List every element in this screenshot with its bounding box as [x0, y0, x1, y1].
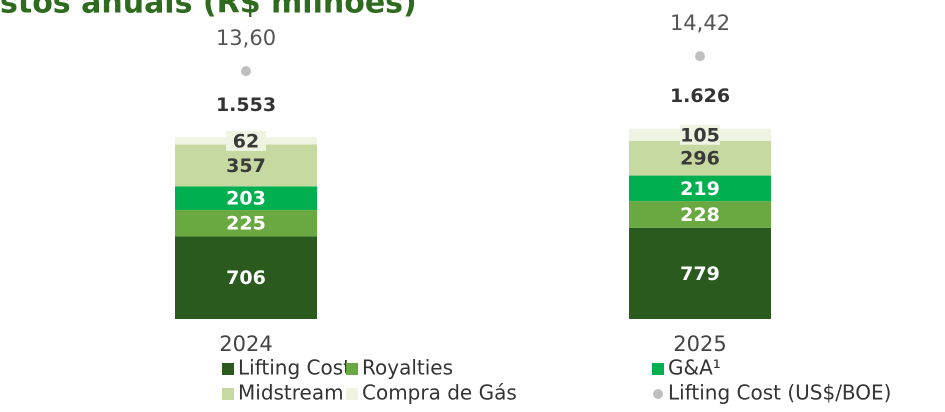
dot-label: 14,42	[670, 11, 730, 35]
segment-label: 357	[226, 155, 266, 177]
dot	[695, 51, 705, 62]
segment-label: 779	[680, 263, 720, 285]
segment-label: 203	[226, 188, 266, 210]
legend-label: G&A¹	[668, 356, 721, 380]
bar-segment	[175, 210, 317, 237]
segment-label: 62	[233, 130, 259, 152]
bar-segment	[175, 236, 317, 319]
bar-segment	[629, 175, 771, 202]
legend-swatch	[652, 363, 664, 375]
chart-title: stos anuais (R$ milhões)	[0, 0, 417, 21]
x-tick-label: 2025	[673, 332, 726, 356]
bar-segment	[629, 201, 771, 228]
legend-label: Compra de Gás	[362, 381, 517, 405]
bar-segment	[629, 227, 771, 319]
label-background	[680, 124, 720, 145]
segment-label: 219	[680, 178, 720, 200]
legend-label: Royalties	[362, 356, 453, 380]
segment-label: 296	[680, 148, 720, 170]
legend-label: Midstream	[238, 381, 344, 405]
segment-label: 105	[680, 124, 720, 146]
legend-swatch	[346, 388, 358, 400]
total-label: 1.626	[670, 85, 730, 107]
label-background	[226, 130, 266, 151]
legend-swatch	[222, 363, 234, 375]
legend-label: Lifting Cost	[238, 356, 351, 380]
segment-label: 225	[226, 213, 266, 235]
segment-label: 228	[680, 204, 720, 226]
dot-label: 13,60	[216, 26, 276, 50]
legend-label: Lifting Cost (US$/BOE)	[668, 381, 892, 405]
bar-segment	[175, 144, 317, 187]
bar-segment	[175, 186, 317, 211]
dot	[241, 66, 251, 77]
x-tick-label: 2024	[219, 332, 272, 356]
bar-segment	[629, 140, 771, 176]
total-label: 1.553	[216, 94, 276, 116]
legend-swatch	[346, 363, 358, 375]
legend-swatch	[653, 389, 663, 399]
segment-label: 706	[226, 267, 266, 289]
legend-swatch	[222, 388, 234, 400]
